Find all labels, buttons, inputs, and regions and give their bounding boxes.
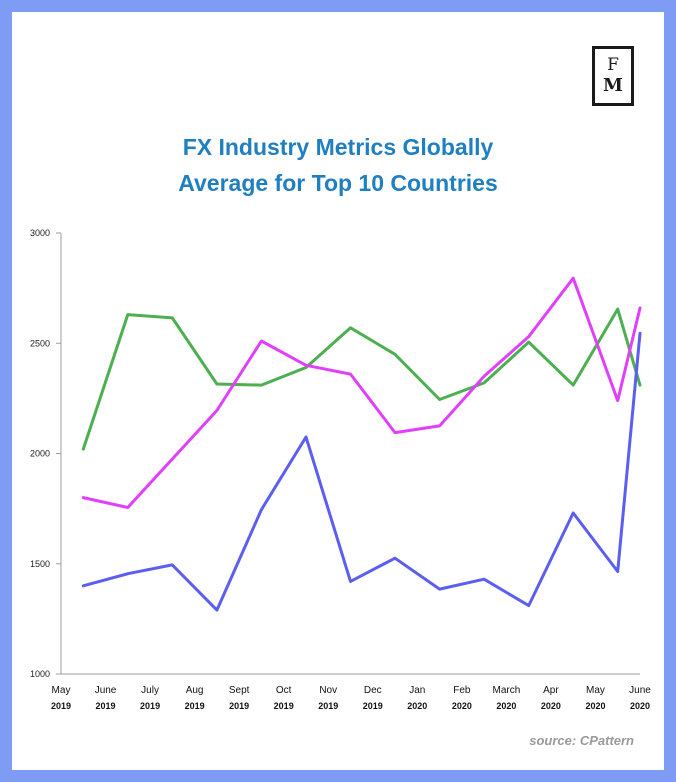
x-tick-label-year: 2020 xyxy=(407,701,427,711)
chart-title-line-1: FX Industry Metrics Globally xyxy=(182,134,494,160)
x-tick-label-year: 2020 xyxy=(452,701,472,711)
series-line-3 xyxy=(81,331,642,612)
x-tick-label-year: 2019 xyxy=(318,701,338,711)
x-tick-label-month: Nov xyxy=(319,685,337,696)
x-tick-label-year: 2019 xyxy=(140,701,160,711)
y-tick-label: 1500 xyxy=(30,559,50,569)
x-tick-label-month: March xyxy=(492,685,520,696)
x-tick-label-year: 2020 xyxy=(630,701,650,711)
x-tick-label-month: Oct xyxy=(276,685,292,696)
x-tick-label-month: May xyxy=(52,685,71,696)
y-tick-label: 1000 xyxy=(30,669,50,679)
x-tick-label-month: Aug xyxy=(186,685,204,696)
x-tick-label-month: June xyxy=(629,685,651,696)
source-note: source: CPattern xyxy=(529,733,634,748)
x-tick-label-year: 2019 xyxy=(96,701,116,711)
x-tick-label-year: 2019 xyxy=(274,701,294,711)
x-tick-label-year: 2020 xyxy=(585,701,605,711)
y-tick-label: 3000 xyxy=(30,228,50,238)
logo-letter-m: M xyxy=(603,75,623,96)
x-tick-label-year: 2020 xyxy=(496,701,516,711)
chart-title-line-2: Average for Top 10 Countries xyxy=(178,170,498,196)
y-tick-label: 2500 xyxy=(30,338,50,348)
logo: F M xyxy=(592,46,634,106)
x-tick-label-month: July xyxy=(141,685,159,696)
series-line-1 xyxy=(81,307,642,451)
x-tick-label-year: 2019 xyxy=(51,701,71,711)
x-tick-label-month: Apr xyxy=(543,685,559,696)
x-tick-label-month: Sept xyxy=(229,685,250,696)
x-tick-label-year: 2019 xyxy=(363,701,383,711)
x-tick-label-month: May xyxy=(586,685,605,696)
line-chart: 1000 1500 2000 2500 3000 May 2019 June 2019 July 2… xyxy=(30,228,651,711)
x-tick-label-month: Dec xyxy=(364,685,382,696)
series-line-2 xyxy=(81,276,642,509)
x-tick-label-year: 2019 xyxy=(229,701,249,711)
y-tick-label: 2000 xyxy=(30,449,50,459)
x-tick-label-year: 2020 xyxy=(541,701,561,711)
x-tick-label-year: 2019 xyxy=(185,701,205,711)
chart-card: F M FX Industry Metrics Globally Average… xyxy=(12,12,664,770)
x-tick-label-month: Feb xyxy=(453,685,471,696)
x-tick-label-month: Jan xyxy=(409,685,425,696)
logo-letter-f: F xyxy=(607,55,619,75)
x-tick-label-month: June xyxy=(95,685,117,696)
